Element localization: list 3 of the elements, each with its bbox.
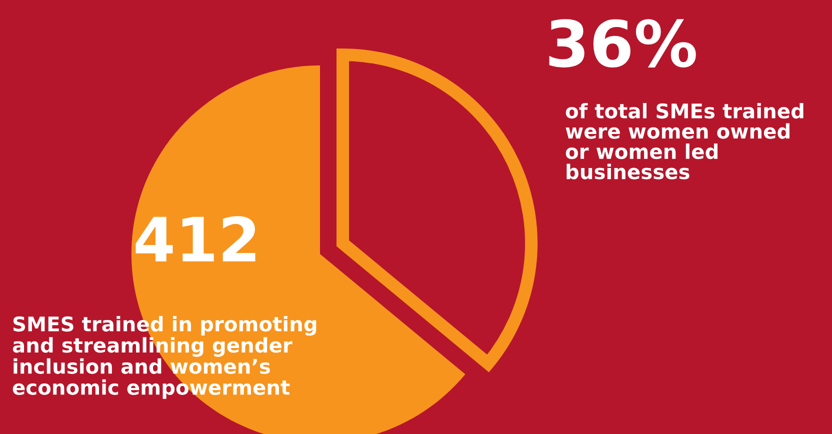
- text: of total SMEs trained were women owned or women led businesses: [566, 103, 804, 180]
- text: 36%: [549, 19, 696, 68]
- text: 412: [136, 216, 256, 262]
